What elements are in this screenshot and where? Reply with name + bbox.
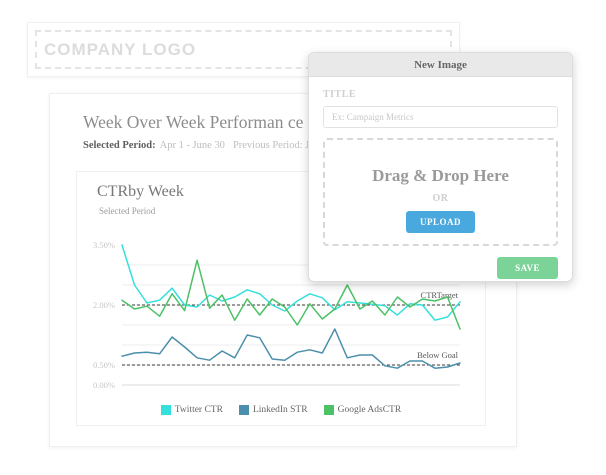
legend-swatch bbox=[323, 405, 334, 415]
legend-label: Google AdsCTR bbox=[337, 405, 402, 415]
logo-dashed-border bbox=[35, 30, 452, 69]
upload-button[interactable]: UPLOAD bbox=[406, 211, 475, 233]
new-image-modal: New Image TITLE Drag & Drop Here OR UPLO… bbox=[308, 52, 573, 282]
modal-body: TITLE Drag & Drop Here OR UPLOAD SAVE bbox=[309, 77, 572, 279]
or-text: OR bbox=[432, 193, 449, 204]
report-title: Week Over Week Performan ce S bbox=[83, 112, 318, 132]
svg-text:3.50%: 3.50% bbox=[93, 240, 115, 250]
modal-title: New Image bbox=[414, 58, 467, 71]
dropzone-text: Drag & Drop Here bbox=[372, 166, 509, 185]
legend-item: Twitter CTR bbox=[160, 405, 223, 415]
save-button[interactable]: SAVE bbox=[497, 257, 558, 279]
previous-period-text: Previous Period: Jan bbox=[232, 140, 320, 151]
legend-label: Twitter CTR bbox=[174, 405, 223, 415]
selected-period-label: Selected Period: bbox=[83, 140, 156, 151]
dropzone[interactable]: Drag & Drop Here OR UPLOAD bbox=[323, 138, 558, 246]
title-input[interactable] bbox=[323, 106, 558, 128]
chart-title: CTRby Week bbox=[97, 183, 184, 200]
svg-text:0.00%: 0.00% bbox=[93, 380, 115, 390]
chart-subtitle: Selected Period bbox=[99, 206, 156, 216]
legend-swatch bbox=[238, 405, 249, 415]
period-row: Selected Period: Apr 1 - June 30 Previous … bbox=[83, 140, 319, 151]
svg-text:0.50%: 0.50% bbox=[93, 360, 115, 370]
selected-period-value: Apr 1 - June 30 bbox=[159, 140, 225, 151]
modal-header: New Image bbox=[309, 53, 572, 77]
save-row: SAVE bbox=[323, 257, 558, 279]
title-field-label: TITLE bbox=[323, 89, 357, 100]
svg-text:2.00%: 2.00% bbox=[93, 300, 115, 310]
legend-swatch bbox=[160, 405, 171, 415]
company-logo-text: COMPANY LOGO bbox=[44, 39, 197, 59]
legend-item: LinkedIn STR bbox=[238, 405, 308, 415]
legend-item: Google AdsCTR bbox=[323, 405, 402, 415]
ctr-line-chart: 3.50% 2.00% 0.50% 0.00% CTRTarget Below Goal bbox=[93, 240, 461, 390]
company-logo-placeholder[interactable]: COMPANY LOGO bbox=[27, 22, 460, 77]
legend-label: LinkedIn STR bbox=[252, 405, 308, 415]
svg-text:CTRTarget: CTRTarget bbox=[421, 290, 459, 300]
chart-legend: Twitter CTR LinkedIn STR Google AdsCTR bbox=[77, 405, 485, 415]
svg-text:Below Goal: Below Goal bbox=[417, 350, 458, 360]
